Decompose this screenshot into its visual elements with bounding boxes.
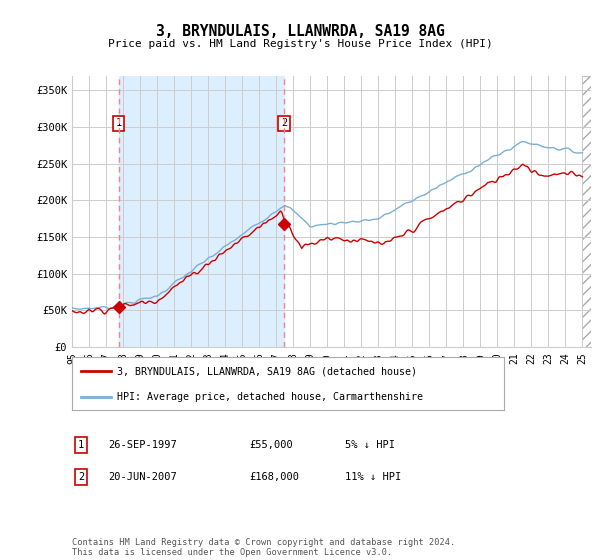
Text: Contains HM Land Registry data © Crown copyright and database right 2024.
This d: Contains HM Land Registry data © Crown c… xyxy=(72,538,455,557)
Text: 26-SEP-1997: 26-SEP-1997 xyxy=(108,440,177,450)
Text: 1: 1 xyxy=(78,440,84,450)
Text: 3, BRYNDULAIS, LLANWRDA, SA19 8AG: 3, BRYNDULAIS, LLANWRDA, SA19 8AG xyxy=(155,24,445,39)
Text: 1: 1 xyxy=(115,118,122,128)
Text: 3, BRYNDULAIS, LLANWRDA, SA19 8AG (detached house): 3, BRYNDULAIS, LLANWRDA, SA19 8AG (detac… xyxy=(118,366,418,376)
Text: 11% ↓ HPI: 11% ↓ HPI xyxy=(345,472,401,482)
Text: 5% ↓ HPI: 5% ↓ HPI xyxy=(345,440,395,450)
Text: 2: 2 xyxy=(281,118,287,128)
Text: £168,000: £168,000 xyxy=(249,472,299,482)
Text: 20-JUN-2007: 20-JUN-2007 xyxy=(108,472,177,482)
Text: HPI: Average price, detached house, Carmarthenshire: HPI: Average price, detached house, Carm… xyxy=(118,391,424,402)
Text: £55,000: £55,000 xyxy=(249,440,293,450)
Text: Price paid vs. HM Land Registry's House Price Index (HPI): Price paid vs. HM Land Registry's House … xyxy=(107,39,493,49)
Bar xyxy=(119,76,284,347)
Text: 2: 2 xyxy=(78,472,84,482)
Bar xyxy=(119,76,284,347)
